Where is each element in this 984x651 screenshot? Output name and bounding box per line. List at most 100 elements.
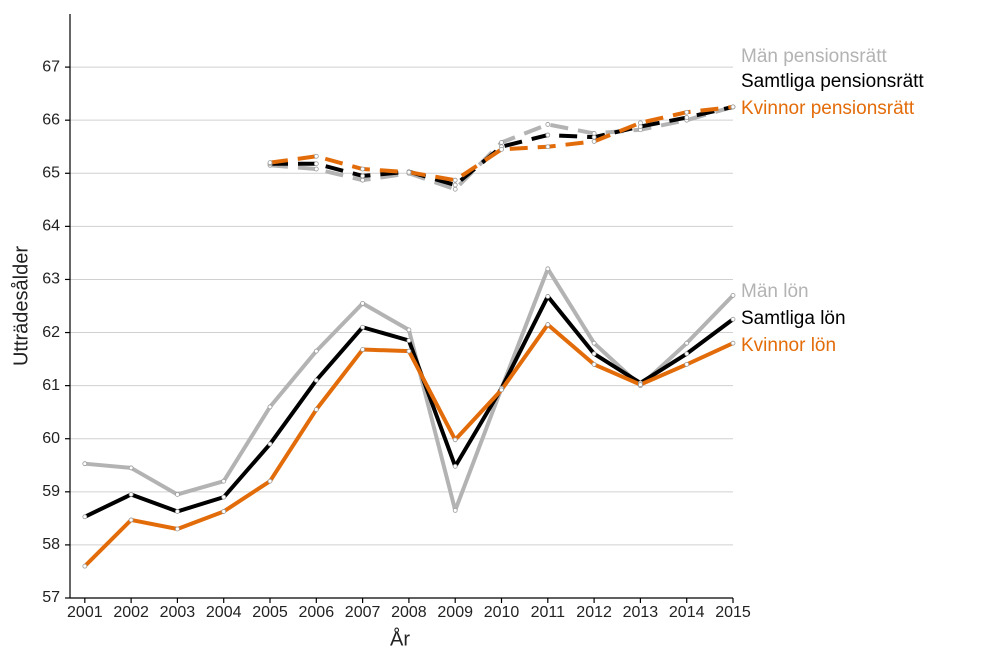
series-line xyxy=(269,104,734,183)
point xyxy=(591,340,597,346)
x-tick-label: 2007 xyxy=(345,604,381,621)
legend-label: Män pensionsrätt xyxy=(741,46,887,67)
x-tick-label: 2005 xyxy=(252,604,288,621)
y-tick-label: 61 xyxy=(42,377,60,394)
point xyxy=(267,478,273,484)
legend-label: Kvinnor lön xyxy=(741,335,836,356)
point xyxy=(313,348,319,354)
x-tick-label: 2009 xyxy=(437,604,473,621)
point xyxy=(128,492,134,497)
point xyxy=(638,382,643,387)
x-tick-label: 2008 xyxy=(391,604,427,621)
legend-label: Samtliga pensionsrätt xyxy=(741,71,924,92)
y-tick-label: 63 xyxy=(42,271,60,288)
point xyxy=(499,146,504,152)
point xyxy=(545,122,551,127)
point xyxy=(128,517,134,523)
point xyxy=(499,387,504,393)
point xyxy=(406,169,412,175)
point xyxy=(175,509,180,514)
point xyxy=(360,347,366,352)
point xyxy=(730,316,736,322)
x-tick-label: 2015 xyxy=(715,604,751,621)
point xyxy=(360,324,366,330)
y-tick-label: 59 xyxy=(42,483,60,500)
y-tick-label: 58 xyxy=(42,536,60,553)
x-tick-label: 2006 xyxy=(299,604,335,621)
point xyxy=(730,292,736,298)
legend-label: Kvinnor pensionsrätt xyxy=(741,98,915,119)
x-tick-label: 2010 xyxy=(484,604,520,621)
point xyxy=(175,526,180,532)
point xyxy=(684,115,690,120)
legend-label: Samtliga lön xyxy=(741,308,846,329)
point xyxy=(267,404,273,410)
x-tick-label: 2002 xyxy=(113,604,149,621)
legend-label: Män lön xyxy=(741,281,809,302)
point xyxy=(360,166,366,172)
point xyxy=(128,465,134,471)
point xyxy=(313,407,319,412)
point xyxy=(82,514,88,520)
point xyxy=(406,327,412,333)
x-tick-label: 2013 xyxy=(623,604,659,621)
point xyxy=(545,322,551,327)
series-line xyxy=(83,322,734,568)
point xyxy=(313,161,319,167)
point xyxy=(313,377,319,383)
point xyxy=(452,437,458,443)
point xyxy=(267,160,273,166)
x-tick-label: 2003 xyxy=(160,604,196,621)
y-tick-label: 66 xyxy=(42,111,60,128)
y-tick-label: 60 xyxy=(42,430,60,447)
x-tick-label: 2014 xyxy=(669,604,705,621)
point xyxy=(360,177,366,183)
point xyxy=(591,361,597,367)
point xyxy=(499,140,504,145)
point xyxy=(452,186,458,192)
point xyxy=(638,120,643,126)
x-tick-label: 2012 xyxy=(576,604,612,621)
y-tick-label: 65 xyxy=(42,164,60,181)
point xyxy=(406,348,412,354)
point xyxy=(684,340,690,346)
x-axis-title: År xyxy=(390,627,410,650)
point xyxy=(452,182,458,188)
point xyxy=(313,153,319,159)
point xyxy=(175,492,180,497)
point xyxy=(82,563,88,569)
y-axis-title: Utträdesålder xyxy=(10,246,32,366)
point xyxy=(360,173,366,179)
point xyxy=(730,340,736,346)
point xyxy=(591,134,597,140)
x-tick-label: 2001 xyxy=(67,604,103,621)
series-line xyxy=(270,104,734,187)
x-tick-label: 2004 xyxy=(206,604,242,621)
point xyxy=(591,139,597,144)
point xyxy=(360,300,366,306)
y-tick-label: 57 xyxy=(42,589,60,606)
point xyxy=(684,351,690,357)
y-tick-label: 64 xyxy=(42,218,60,235)
point xyxy=(684,109,690,115)
point xyxy=(267,441,273,447)
point xyxy=(452,463,458,469)
point xyxy=(221,494,227,500)
point xyxy=(545,132,551,138)
point xyxy=(221,509,227,514)
point xyxy=(684,361,690,367)
point xyxy=(545,144,551,150)
point xyxy=(313,166,319,172)
point xyxy=(82,461,88,467)
x-tick-label: 2011 xyxy=(531,604,566,621)
point xyxy=(452,507,458,513)
y-tick-label: 62 xyxy=(42,324,60,341)
point xyxy=(406,338,412,343)
point xyxy=(452,177,458,183)
point xyxy=(545,266,551,272)
series-line xyxy=(84,266,735,513)
point xyxy=(730,104,736,110)
point xyxy=(545,294,551,299)
point xyxy=(221,478,227,484)
